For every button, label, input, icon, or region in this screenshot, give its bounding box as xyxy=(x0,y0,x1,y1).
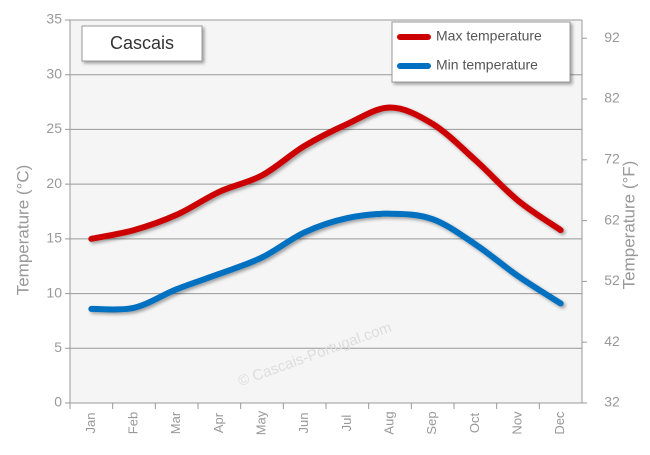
y2-tick-label: 32 xyxy=(604,394,620,410)
plot-area xyxy=(70,20,582,403)
legend-label: Min temperature xyxy=(436,57,538,73)
x-tick-label: Jun xyxy=(296,413,311,434)
x-tick-label: Aug xyxy=(381,411,396,434)
x-tick-label: Sep xyxy=(424,411,439,434)
x-tick-label: Jan xyxy=(83,413,98,434)
line xyxy=(88,210,564,313)
y-tick-label: 20 xyxy=(46,175,62,191)
line xyxy=(88,104,564,242)
y-tick-label: 35 xyxy=(46,11,62,27)
title-box xyxy=(81,25,203,62)
y2-axis-label: Temperature (°F) xyxy=(619,161,638,290)
legend-label: Max temperature xyxy=(436,28,542,44)
y2-tick-label: 42 xyxy=(604,333,620,349)
y2-tick-label: 82 xyxy=(604,90,620,106)
x-tick-label: Mar xyxy=(168,411,183,434)
chart-title: Cascais xyxy=(110,33,174,53)
y-tick-label: 10 xyxy=(46,284,62,300)
y-tick-label: 30 xyxy=(46,65,62,81)
x-tick-label: Apr xyxy=(211,412,226,433)
x-tick-label: May xyxy=(253,410,268,435)
y-tick-label: 25 xyxy=(46,120,62,136)
y-axis-label: Temperature (°C) xyxy=(13,165,32,296)
x-tick-label: Dec xyxy=(552,411,567,435)
y-tick-label: 5 xyxy=(54,339,62,355)
x-tick-label: Nov xyxy=(509,411,524,435)
y2-tick-label: 72 xyxy=(604,151,620,167)
legend-box xyxy=(391,21,571,83)
y-tick-label: 0 xyxy=(54,394,62,410)
y2-tick-label: 92 xyxy=(604,29,620,45)
y2-tick-label: 52 xyxy=(604,272,620,288)
x-tick-label: Feb xyxy=(125,412,140,434)
x-tick-label: Oct xyxy=(467,413,482,434)
y-tick-label: 15 xyxy=(46,230,62,246)
y2-tick-label: 62 xyxy=(604,211,620,227)
x-tick-label: Jul xyxy=(339,415,354,432)
